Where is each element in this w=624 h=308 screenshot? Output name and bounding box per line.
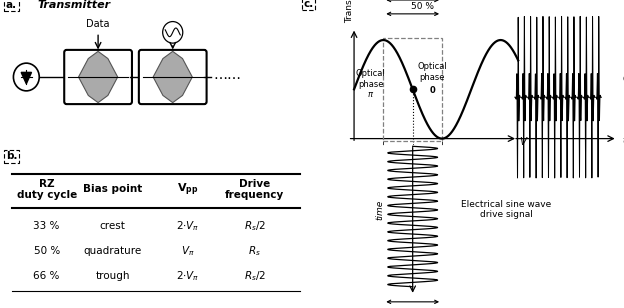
Text: $2{\cdot}V_{\pi}$: $2{\cdot}V_{\pi}$ [176,269,199,282]
Text: Drive
frequency: Drive frequency [225,179,285,200]
Text: Electrical sine wave
drive signal: Electrical sine wave drive signal [461,200,552,219]
Text: $V_{\pi}$: $V_{\pi}$ [181,244,194,258]
Text: Bias point: Bias point [83,184,142,194]
Text: V: V [519,137,526,147]
Text: Transmitter: Transmitter [38,0,111,10]
Text: $\mathbf{V_{pp}}$: $\mathbf{V_{pp}}$ [177,181,198,198]
Text: 33 %: 33 % [34,221,60,231]
Text: trough: trough [95,271,130,281]
Circle shape [163,22,183,43]
Text: a.: a. [6,0,17,10]
Text: quadrature: quadrature [84,246,142,256]
Text: ……: …… [213,68,241,83]
Polygon shape [79,51,118,103]
Text: $R_s/2$: $R_s/2$ [244,269,266,282]
Text: time: time [622,136,624,145]
Text: Transmittance: Transmittance [344,0,354,23]
Text: 50 %: 50 % [411,2,434,11]
Polygon shape [153,51,192,103]
Text: Optical
signal: Optical signal [622,75,624,94]
Text: $R_s/2$: $R_s/2$ [244,220,266,233]
FancyBboxPatch shape [139,50,207,104]
Text: Data: Data [86,19,110,29]
Text: c.: c. [303,0,313,9]
Circle shape [13,63,39,91]
Text: $R_s$: $R_s$ [248,244,261,258]
Text: RZ
duty cycle: RZ duty cycle [17,179,77,200]
Polygon shape [21,72,31,84]
Text: crest: crest [100,221,125,231]
Text: b.: b. [6,152,17,161]
Text: 50 %: 50 % [34,246,60,256]
Text: Optical
phase
$\mathbf{0}$: Optical phase $\mathbf{0}$ [417,63,447,95]
Text: $2{\cdot}V_{\pi}$: $2{\cdot}V_{\pi}$ [176,220,199,233]
FancyBboxPatch shape [64,50,132,104]
Text: Optical
phase
$\pi$: Optical phase $\pi$ [356,70,386,99]
Text: 66 %: 66 % [34,271,60,281]
Text: time: time [375,199,384,220]
